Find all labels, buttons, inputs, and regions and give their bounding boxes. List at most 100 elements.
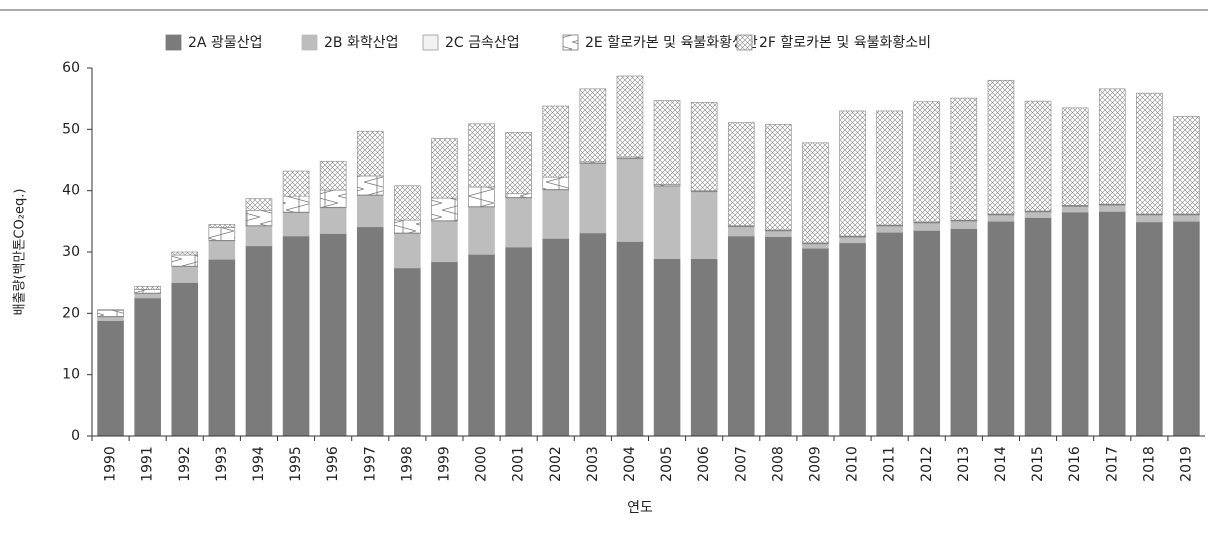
legend-swatch <box>736 34 753 51</box>
bar-segment <box>653 186 681 260</box>
bar-segment <box>356 130 384 177</box>
bar-segment <box>653 258 681 437</box>
x-tick-label: 2013 <box>956 446 972 482</box>
bar-segment <box>542 105 570 178</box>
bar-segment <box>134 297 161 437</box>
bar-segment <box>1136 92 1163 215</box>
bar-segment <box>1098 88 1126 205</box>
bar-segment <box>987 221 1015 437</box>
bar-segment <box>356 195 384 228</box>
bar-segment <box>765 230 792 237</box>
bar-segment <box>1173 221 1200 437</box>
x-tick-label: 2011 <box>882 446 898 482</box>
bar-segment <box>1061 107 1089 206</box>
bar-segment <box>616 241 644 437</box>
x-tick-label: 1997 <box>362 446 378 482</box>
x-tick-label: 2017 <box>1104 446 1120 482</box>
bar-segment <box>579 163 607 234</box>
bar-segment <box>505 246 532 437</box>
bar-segment <box>987 79 1015 215</box>
x-tick-label: 2012 <box>919 446 935 482</box>
bar-segment <box>913 230 941 437</box>
bar-segment <box>542 176 570 190</box>
bar-segment <box>1136 221 1163 437</box>
bar-segment <box>356 226 384 437</box>
bar-segment <box>616 75 644 158</box>
bar-segment <box>542 189 570 239</box>
y-axis-label: 배출량(백만톤CO₂eq.) <box>13 189 28 316</box>
x-tick-label: 2019 <box>1178 446 1194 482</box>
bar-segment <box>319 207 347 234</box>
bar-segment <box>876 232 903 437</box>
bar-segment <box>97 316 124 321</box>
bar-segment <box>839 236 866 244</box>
x-tick-label: 1990 <box>103 446 119 482</box>
bar-segment <box>431 221 458 263</box>
bar-segment <box>802 142 829 244</box>
bar-segment <box>616 158 644 242</box>
bar-segment <box>468 123 495 188</box>
bar-segment <box>319 233 347 437</box>
bar-segment <box>282 170 310 197</box>
bar-segment <box>394 219 421 234</box>
bar-segment <box>394 267 421 437</box>
y-tick-label: 50 <box>62 121 80 137</box>
bar-segment <box>319 189 347 208</box>
bar-segment <box>690 102 718 191</box>
bar-segment <box>468 186 495 207</box>
bar-segment <box>727 235 755 437</box>
y-tick-label: 40 <box>62 183 80 199</box>
bar-segment <box>802 248 829 437</box>
bar-segment <box>727 226 755 237</box>
x-tick-label: 2005 <box>659 446 675 482</box>
bar-segment <box>1024 217 1052 437</box>
legend-label: 2A 광물산업 <box>188 35 262 51</box>
bar-segment <box>97 309 124 317</box>
bar-segment <box>171 251 199 256</box>
bar-segment <box>802 243 829 249</box>
x-tick-label: 2001 <box>511 446 527 482</box>
legend-label: 2F 할로카본 및 육불화황소비 <box>759 35 931 51</box>
x-tick-label: 2015 <box>1030 446 1046 482</box>
bar-segment <box>468 254 495 437</box>
bar-segment <box>913 101 941 223</box>
x-tick-label: 1996 <box>325 446 341 482</box>
bar-segment <box>356 175 384 196</box>
x-tick-label: 2007 <box>733 446 749 482</box>
bar-segment <box>394 185 421 221</box>
x-tick-label: 1995 <box>288 446 304 482</box>
bar-segment <box>727 122 755 226</box>
x-tick-label: 2014 <box>993 446 1009 482</box>
y-tick-label: 60 <box>62 60 80 76</box>
bar-segment <box>950 97 978 221</box>
bar-segment <box>1061 211 1089 437</box>
legend-swatch <box>165 34 182 51</box>
bar-segment <box>839 242 866 437</box>
bar-segment <box>505 193 532 198</box>
y-tick-label: 10 <box>62 367 80 383</box>
bar-segment <box>653 100 681 185</box>
bar-segment <box>505 132 532 195</box>
bar-segment <box>245 198 273 211</box>
bar-segment <box>208 224 236 228</box>
bar-segment <box>171 254 199 267</box>
bar-segment <box>245 245 273 437</box>
bar-segment <box>1098 205 1126 212</box>
y-tick-label: 30 <box>62 244 80 260</box>
bar-segment <box>282 212 310 237</box>
bar-segment <box>134 289 161 294</box>
bar-segment <box>690 191 718 260</box>
x-tick-label: 2006 <box>696 446 712 482</box>
x-tick-label: 1998 <box>399 446 415 482</box>
bar-segment <box>505 197 532 248</box>
bar-segment <box>282 195 310 213</box>
bar-segment <box>468 206 495 255</box>
bar-segment <box>765 124 792 231</box>
bar-segment <box>765 236 792 437</box>
bar-segment <box>208 259 236 437</box>
x-tick-label: 2009 <box>807 446 823 482</box>
x-tick-label: 2002 <box>548 446 564 482</box>
bar-segment <box>97 320 124 437</box>
bar-segment <box>579 232 607 437</box>
